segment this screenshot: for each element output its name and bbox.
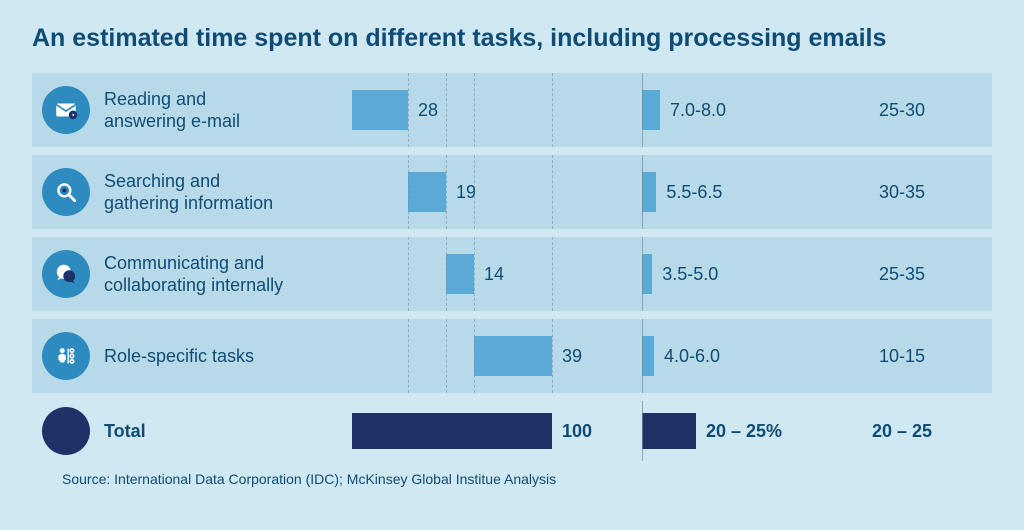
guide-line xyxy=(642,401,643,461)
task-cell: Communicating andcollaborating internall… xyxy=(32,250,352,298)
hours-bar-cell: 3.5-5.0 xyxy=(612,237,812,311)
solid-icon xyxy=(42,407,90,455)
task-row: Role-specific tasks 39 4.0-6.0 10-15 xyxy=(32,319,992,393)
guide-line xyxy=(552,73,553,147)
hours-value: 4.0-6.0 xyxy=(664,346,720,367)
guide-line xyxy=(642,73,643,147)
hours-bar xyxy=(642,254,652,294)
percent-bar xyxy=(408,172,446,212)
chat-icon xyxy=(42,250,90,298)
hours-bar xyxy=(642,172,656,212)
percent-bar-cell: 28 xyxy=(352,73,612,147)
percent-bar xyxy=(446,254,474,294)
percent-bar-cell: 14 xyxy=(352,237,612,311)
task-cell: Role-specific tasks xyxy=(32,332,352,380)
guide-line xyxy=(446,155,447,229)
percent-value: 28 xyxy=(418,100,438,121)
hours-bar-cell: 20 – 25% xyxy=(612,401,812,461)
hours-bar-cell: 5.5-6.5 xyxy=(612,155,812,229)
task-cell: Searching andgathering information xyxy=(32,168,352,216)
task-row: Searching andgathering information 19 5.5-… xyxy=(32,155,992,229)
hours-value: 5.5-6.5 xyxy=(666,182,722,203)
magnifier-icon xyxy=(42,168,90,216)
percent-bar xyxy=(474,336,552,376)
person-icon xyxy=(42,332,90,380)
guide-line xyxy=(642,319,643,393)
task-label: Role-specific tasks xyxy=(104,345,254,368)
task-table: Reading andanswering e-mail 28 7.0-8.0 25-3… xyxy=(32,73,992,461)
guide-line xyxy=(446,73,447,147)
percent-bar xyxy=(352,413,552,449)
guide-line xyxy=(408,237,409,311)
hours-value: 7.0-8.0 xyxy=(670,100,726,121)
guide-line xyxy=(642,237,643,311)
task-row: Communicating andcollaborating internall… xyxy=(32,237,992,311)
hours-bar xyxy=(642,90,660,130)
guide-line xyxy=(474,237,475,311)
task-cell: Total xyxy=(32,407,352,455)
guide-line xyxy=(642,155,643,229)
percent-value: 39 xyxy=(562,346,582,367)
task-label: Reading andanswering e-mail xyxy=(104,88,240,133)
guide-line xyxy=(408,319,409,393)
range-value: 25-30 xyxy=(812,100,992,121)
range-value: 30-35 xyxy=(812,182,992,203)
range-value: 20 – 25 xyxy=(812,421,992,442)
guide-line xyxy=(552,237,553,311)
page-title: An estimated time spent on different tas… xyxy=(32,24,992,53)
guide-line xyxy=(474,155,475,229)
hours-bar-cell: 4.0-6.0 xyxy=(612,319,812,393)
task-row: Reading andanswering e-mail 28 7.0-8.0 25-3… xyxy=(32,73,992,147)
hours-bar-cell: 7.0-8.0 xyxy=(612,73,812,147)
guide-line xyxy=(474,319,475,393)
task-cell: Reading andanswering e-mail xyxy=(32,86,352,134)
percent-value: 100 xyxy=(562,421,592,442)
source-citation: Source: International Data Corporation (… xyxy=(32,471,992,487)
guide-line xyxy=(408,155,409,229)
percent-bar-cell: 39 xyxy=(352,319,612,393)
task-label: Searching andgathering information xyxy=(104,170,273,215)
task-label: Total xyxy=(104,420,146,443)
guide-line xyxy=(474,73,475,147)
percent-bar xyxy=(352,90,408,130)
hours-value: 3.5-5.0 xyxy=(662,264,718,285)
guide-line xyxy=(446,237,447,311)
guide-line xyxy=(552,319,553,393)
range-value: 25-35 xyxy=(812,264,992,285)
range-value: 10-15 xyxy=(812,346,992,367)
hours-bar xyxy=(642,336,654,376)
task-label: Communicating andcollaborating internall… xyxy=(104,252,283,297)
hours-bar xyxy=(642,413,696,449)
guide-line xyxy=(552,155,553,229)
percent-bar-cell: 19 xyxy=(352,155,612,229)
percent-bar-cell: 100 xyxy=(352,401,612,461)
guide-line xyxy=(408,73,409,147)
guide-line xyxy=(446,319,447,393)
hours-value: 20 – 25% xyxy=(706,421,782,442)
total-row: Total 100 20 – 25% 20 – 25 xyxy=(32,401,992,461)
percent-value: 14 xyxy=(484,264,504,285)
infographic-page: An estimated time spent on different tas… xyxy=(0,0,1024,530)
envelope-icon xyxy=(42,86,90,134)
